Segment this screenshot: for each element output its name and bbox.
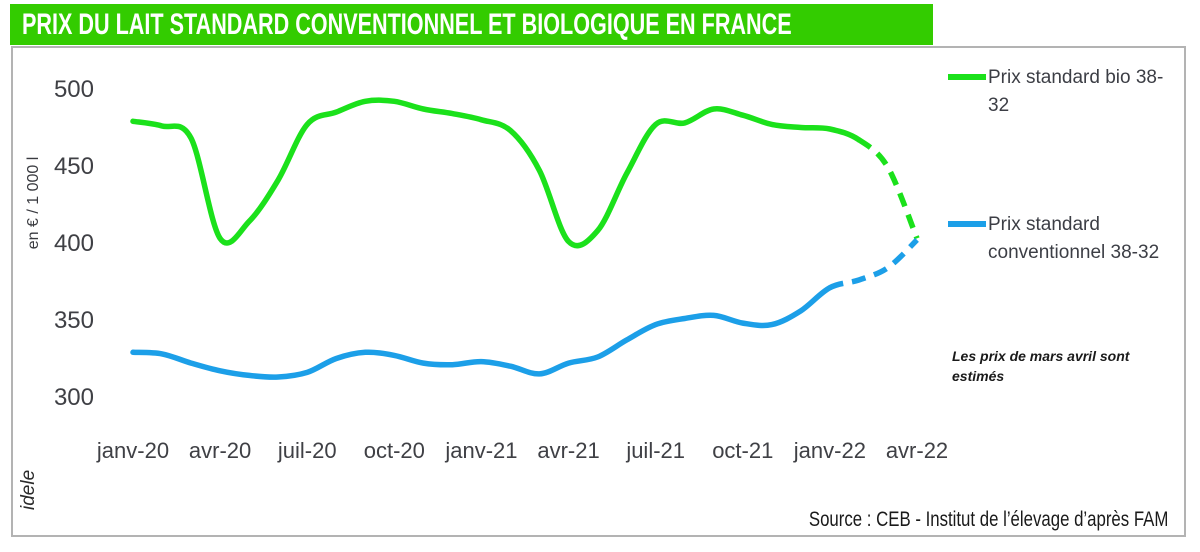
y-tick-label-400: 400 [54,230,94,257]
y-tick-label-300: 300 [54,384,94,411]
y-axis-title: en € / 1 000 l [25,157,42,250]
x-tick-label-juil-21: juil-21 [625,438,685,463]
y-tick-label-450: 450 [54,153,94,180]
x-tick-label-oct-20: oct-20 [364,438,425,463]
conventionnel-line-swatch [948,221,986,227]
source-credit: Source : CEB - Institut de l’élevage d’a… [808,508,1168,531]
x-tick-label-janv-21: janv-21 [444,438,517,463]
idele-watermark: idele [18,469,39,510]
x-tick-label-janv-22: janv-22 [793,438,866,463]
legend-label-bio: Prix standard bio 38-32 [988,67,1164,116]
bio-line-solid [130,97,862,249]
x-tick-label-avr-22: avr-22 [886,438,948,463]
chart-frame [11,46,1186,537]
conventionnel-line-solid [130,284,833,380]
legend-entry-bio: Prix standard bio 38-32 [948,64,1164,120]
legend-label-conventionnel: Prix standard conventionnel 38-32 [988,214,1160,263]
bio-line-dashed-estimated [857,137,920,240]
chart-title: PRIX DU LAIT STANDARD CONVENTIONNEL ET B… [22,7,792,41]
x-tick-label-avr-20: avr-20 [189,438,251,463]
bio-line-swatch [948,74,986,80]
y-tick-label-500: 500 [54,76,94,103]
x-tick-label-avr-21: avr-21 [537,438,599,463]
estimation-note: Les prix de mars avril sont estimés [952,348,1130,384]
x-tick-label-oct-21: oct-21 [712,438,773,463]
conventionnel-line-dashed-estimated [828,237,919,291]
chart-title-banner: PRIX DU LAIT STANDARD CONVENTIONNEL ET B… [10,4,933,45]
x-tick-label-janv-20: janv-20 [96,438,169,463]
y-tick-label-350: 350 [54,307,94,334]
x-tick-label-juil-20: juil-20 [277,438,337,463]
legend-entry-conventionnel: Prix standard conventionnel 38-32 [948,211,1164,267]
